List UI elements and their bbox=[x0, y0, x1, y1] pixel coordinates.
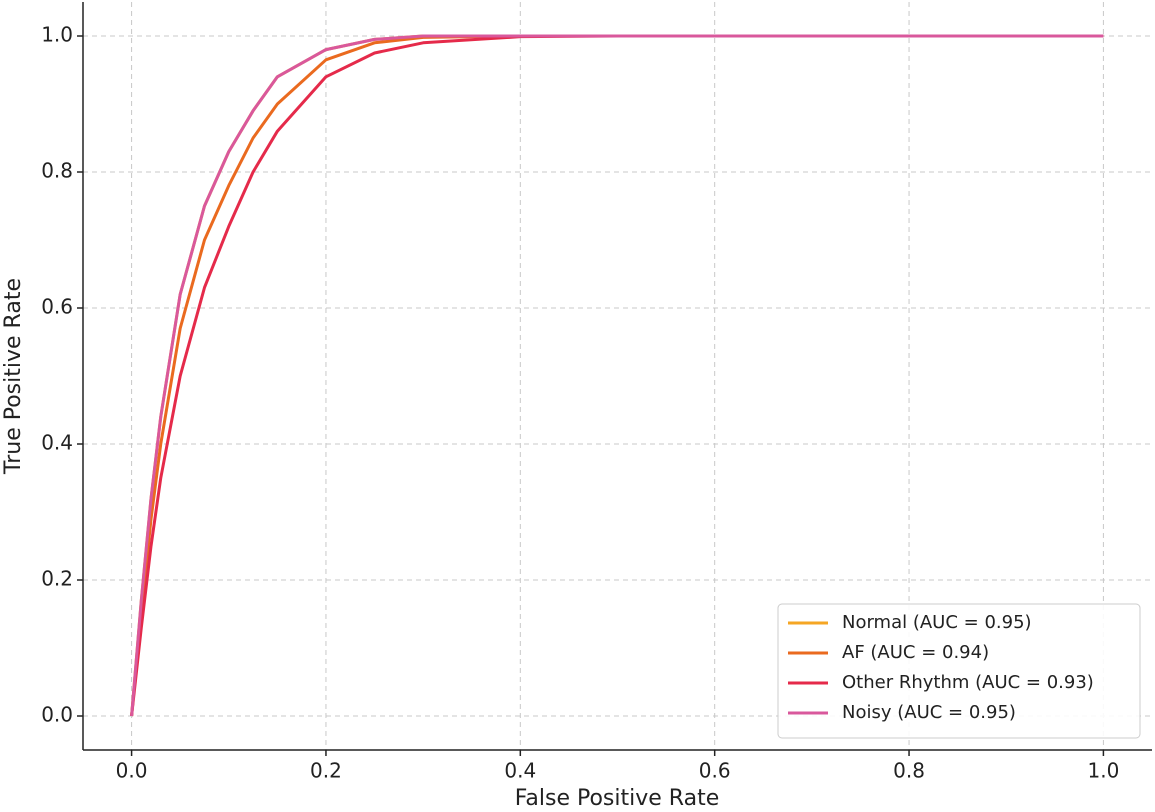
x-tick-label: 0.8 bbox=[893, 759, 925, 783]
y-tick-label: 0.2 bbox=[41, 567, 73, 591]
y-axis-label: True Positive Rate bbox=[1, 278, 26, 475]
x-axis-label: False Positive Rate bbox=[515, 786, 719, 811]
x-tick-label: 0.4 bbox=[504, 759, 536, 783]
legend-label: Noisy (AUC = 0.95) bbox=[842, 702, 1016, 723]
x-tick-label: 0.2 bbox=[310, 759, 342, 783]
x-tick-label: 0.0 bbox=[116, 759, 148, 783]
y-tick-label: 0.6 bbox=[41, 295, 73, 319]
legend-box bbox=[777, 603, 1141, 739]
legend-label: Other Rhythm (AUC = 0.93) bbox=[842, 672, 1094, 693]
y-tick-label: 1.0 bbox=[41, 23, 73, 47]
legend-label: AF (AUC = 0.94) bbox=[842, 642, 989, 663]
x-tick-label: 0.6 bbox=[699, 759, 731, 783]
y-tick-label: 0.0 bbox=[41, 703, 73, 727]
legend-label: Normal (AUC = 0.95) bbox=[842, 612, 1032, 633]
series-line bbox=[130, 34, 1104, 717]
x-tick-label: 1.0 bbox=[1088, 759, 1120, 783]
y-tick-label: 0.8 bbox=[41, 159, 73, 183]
y-tick-label: 0.4 bbox=[41, 431, 73, 455]
